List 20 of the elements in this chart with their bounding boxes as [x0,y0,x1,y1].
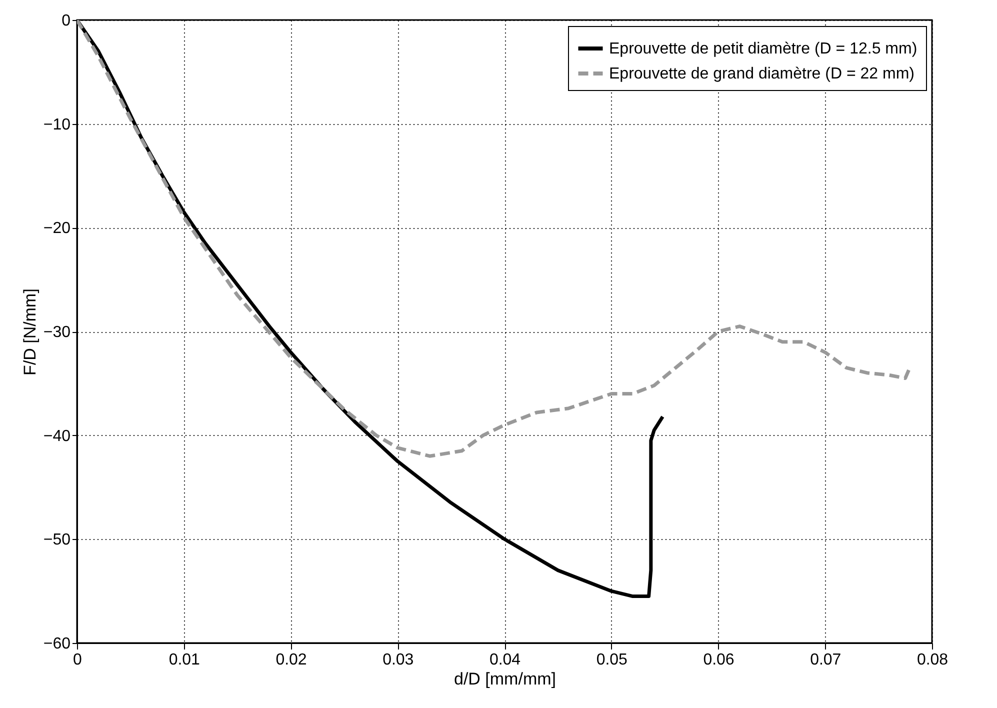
y-tick-label: −60 [43,636,71,652]
x-tick-label: 0.04 [489,652,521,668]
x-tick-label: 0 [73,652,82,668]
y-tick-label: −20 [43,220,71,238]
y-axis-title: F/D [N/mm] [20,288,40,376]
legend-label: Eprouvette de grand diamètre (D = 22 mm) [609,66,914,82]
y-tick-label: −10 [43,116,71,134]
x-tick-label: 0.07 [810,652,842,668]
x-tick-label: 0.01 [168,652,200,668]
x-tick-label: 0.05 [596,652,628,668]
legend-label: Eprouvette de petit diamètre (D = 12.5 mm) [609,40,918,58]
x-axis-title: d/D [mm/mm] [454,670,556,688]
x-tick-label: 0.03 [382,652,414,668]
y-tick-label: −50 [43,532,71,549]
y-tick-label: 0 [62,12,71,30]
x-tick-label: 0.06 [703,652,734,668]
x-tick-label: 0.02 [276,652,307,668]
y-tick-label: −40 [43,428,71,445]
y-tick-label: −30 [43,324,71,341]
x-tick-label: 0.08 [916,652,948,668]
